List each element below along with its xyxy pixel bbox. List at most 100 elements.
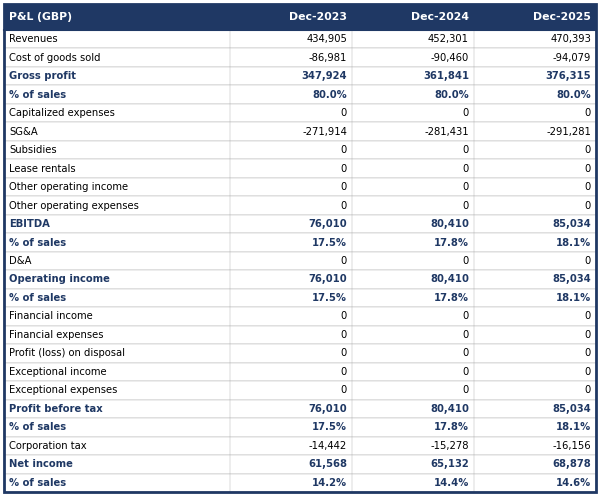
Text: -15,278: -15,278 xyxy=(431,441,469,451)
Text: 0: 0 xyxy=(463,385,469,395)
Text: -14,442: -14,442 xyxy=(309,441,347,451)
Text: 0: 0 xyxy=(341,367,347,377)
Text: 0: 0 xyxy=(463,182,469,192)
Text: 0: 0 xyxy=(585,200,591,211)
Text: -16,156: -16,156 xyxy=(553,441,591,451)
Text: Exceptional income: Exceptional income xyxy=(9,367,107,377)
Bar xyxy=(4,233,596,252)
Text: 80.0%: 80.0% xyxy=(434,90,469,100)
Text: Other operating expenses: Other operating expenses xyxy=(9,200,139,211)
Text: 0: 0 xyxy=(463,348,469,359)
Text: Profit (loss) on disposal: Profit (loss) on disposal xyxy=(9,348,125,359)
Text: Financial income: Financial income xyxy=(9,311,93,321)
Text: 18.1%: 18.1% xyxy=(556,293,591,303)
Bar xyxy=(4,159,596,178)
Text: -94,079: -94,079 xyxy=(553,53,591,62)
Text: -271,914: -271,914 xyxy=(302,126,347,136)
Text: Cost of goods sold: Cost of goods sold xyxy=(9,53,101,62)
Text: 17.5%: 17.5% xyxy=(312,293,347,303)
Text: 434,905: 434,905 xyxy=(306,34,347,44)
Text: % of sales: % of sales xyxy=(9,293,66,303)
Bar xyxy=(4,270,596,289)
Text: 80,410: 80,410 xyxy=(430,404,469,414)
Text: Other operating income: Other operating income xyxy=(9,182,128,192)
Text: 347,924: 347,924 xyxy=(301,71,347,81)
Text: 76,010: 76,010 xyxy=(308,404,347,414)
Text: 0: 0 xyxy=(463,145,469,155)
Text: SG&A: SG&A xyxy=(9,126,38,136)
Text: 0: 0 xyxy=(341,182,347,192)
Text: 0: 0 xyxy=(463,330,469,340)
Text: 0: 0 xyxy=(463,164,469,174)
Text: 376,315: 376,315 xyxy=(545,71,591,81)
Text: 470,393: 470,393 xyxy=(550,34,591,44)
Bar xyxy=(4,289,596,307)
Bar xyxy=(4,178,596,196)
Bar xyxy=(4,196,596,215)
Text: 80,410: 80,410 xyxy=(430,219,469,229)
Text: % of sales: % of sales xyxy=(9,478,66,488)
Bar xyxy=(4,436,596,455)
Text: 80.0%: 80.0% xyxy=(556,90,591,100)
Bar xyxy=(4,474,596,492)
Text: 80.0%: 80.0% xyxy=(313,90,347,100)
Text: 0: 0 xyxy=(585,108,591,118)
Text: 80,410: 80,410 xyxy=(430,274,469,285)
Text: Financial expenses: Financial expenses xyxy=(9,330,104,340)
Text: D&A: D&A xyxy=(9,256,32,266)
Text: Corporation tax: Corporation tax xyxy=(9,441,86,451)
Text: Exceptional expenses: Exceptional expenses xyxy=(9,385,118,395)
Text: 17.8%: 17.8% xyxy=(434,422,469,433)
Text: 0: 0 xyxy=(341,385,347,395)
Text: 0: 0 xyxy=(341,311,347,321)
Text: 0: 0 xyxy=(463,108,469,118)
Bar xyxy=(4,215,596,233)
Bar xyxy=(4,49,596,67)
Text: Revenues: Revenues xyxy=(9,34,58,44)
Text: 14.6%: 14.6% xyxy=(556,478,591,488)
Bar xyxy=(4,381,596,400)
Bar xyxy=(4,67,596,85)
Text: 85,034: 85,034 xyxy=(552,219,591,229)
Bar xyxy=(4,344,596,363)
Bar xyxy=(4,85,596,104)
Text: 0: 0 xyxy=(463,200,469,211)
Text: 0: 0 xyxy=(341,330,347,340)
Bar xyxy=(4,418,596,436)
Text: 85,034: 85,034 xyxy=(552,404,591,414)
Text: 0: 0 xyxy=(585,164,591,174)
Text: 0: 0 xyxy=(341,200,347,211)
Text: 17.5%: 17.5% xyxy=(312,238,347,248)
Text: Dec-2024: Dec-2024 xyxy=(411,12,469,22)
Text: 0: 0 xyxy=(585,311,591,321)
Text: 0: 0 xyxy=(463,367,469,377)
Text: % of sales: % of sales xyxy=(9,238,66,248)
Text: Net income: Net income xyxy=(9,459,73,469)
Text: 17.8%: 17.8% xyxy=(434,293,469,303)
Text: 361,841: 361,841 xyxy=(423,71,469,81)
Text: 0: 0 xyxy=(463,311,469,321)
Text: Profit before tax: Profit before tax xyxy=(9,404,103,414)
Bar xyxy=(4,455,596,474)
Text: -86,981: -86,981 xyxy=(309,53,347,62)
Bar xyxy=(4,307,596,326)
Text: 0: 0 xyxy=(341,108,347,118)
Bar xyxy=(4,123,596,141)
Text: 14.2%: 14.2% xyxy=(312,478,347,488)
Text: 14.4%: 14.4% xyxy=(434,478,469,488)
Text: Gross profit: Gross profit xyxy=(9,71,76,81)
Text: -90,460: -90,460 xyxy=(431,53,469,62)
Text: 18.1%: 18.1% xyxy=(556,238,591,248)
Text: Operating income: Operating income xyxy=(9,274,110,285)
Bar xyxy=(4,30,596,49)
Text: 68,878: 68,878 xyxy=(552,459,591,469)
Bar xyxy=(4,252,596,270)
Text: % of sales: % of sales xyxy=(9,422,66,433)
Text: Dec-2025: Dec-2025 xyxy=(533,12,591,22)
Text: 0: 0 xyxy=(463,256,469,266)
Text: 18.1%: 18.1% xyxy=(556,422,591,433)
Text: P&L (GBP): P&L (GBP) xyxy=(9,12,72,22)
Text: Capitalized expenses: Capitalized expenses xyxy=(9,108,115,118)
Text: 0: 0 xyxy=(585,348,591,359)
Text: 65,132: 65,132 xyxy=(430,459,469,469)
